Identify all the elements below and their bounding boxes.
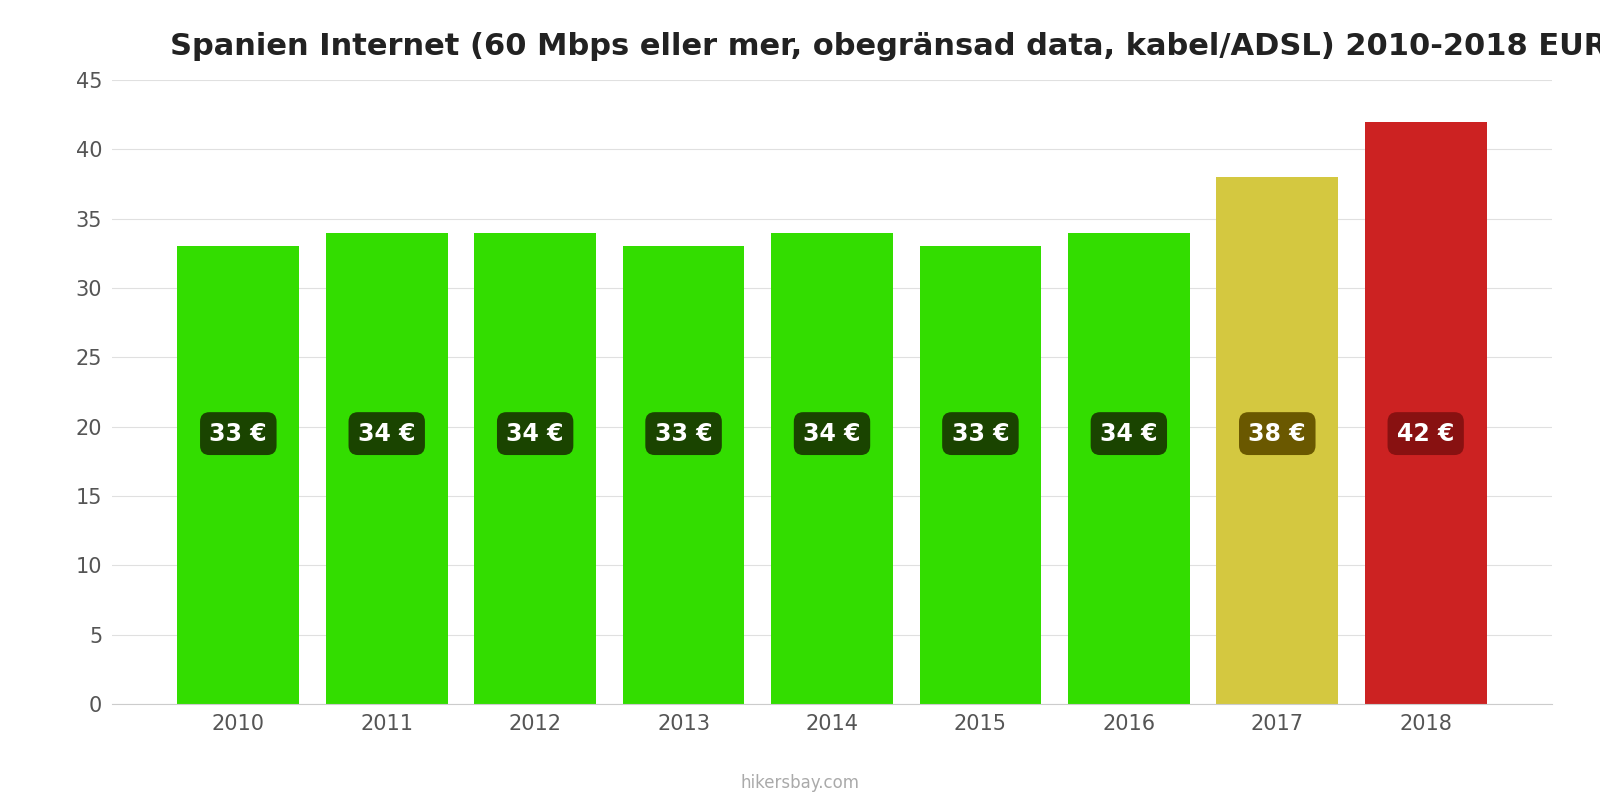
Text: 34 €: 34 € [803,422,861,446]
Bar [1067,233,1190,704]
Bar [771,233,893,704]
Bar [622,246,744,704]
Bar [920,246,1042,704]
Text: 33 €: 33 € [654,422,712,446]
Bar [326,233,448,704]
Text: hikersbay.com: hikersbay.com [741,774,859,792]
Text: Spanien Internet (60 Mbps eller mer, obegränsad data, kabel/ADSL) 2010-2018 EUR: Spanien Internet (60 Mbps eller mer, obe… [170,32,1600,61]
Text: 34 €: 34 € [507,422,563,446]
Text: 38 €: 38 € [1248,422,1306,446]
Bar [1216,177,1338,704]
Text: 42 €: 42 € [1397,422,1454,446]
Bar [474,233,597,704]
Text: 33 €: 33 € [210,422,267,446]
Text: 33 €: 33 € [952,422,1010,446]
Text: 34 €: 34 € [358,422,416,446]
Bar [178,246,299,704]
Text: 34 €: 34 € [1101,422,1157,446]
Bar [1365,122,1486,704]
